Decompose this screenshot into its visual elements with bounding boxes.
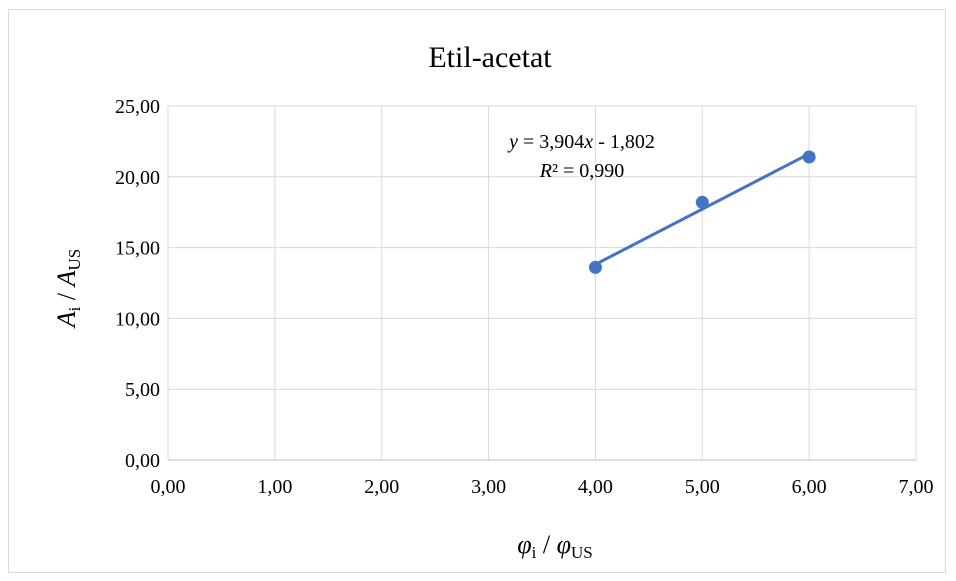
chart-title: Etil-acetat <box>428 41 552 74</box>
trendline <box>594 152 810 266</box>
x-label-main: φ <box>517 530 531 559</box>
x-label-sub2: US <box>571 543 593 562</box>
r2-var: R <box>539 160 552 182</box>
x-label-sep: / <box>536 530 556 559</box>
y-tick-labels: 0,00 5,00 10,00 15,00 20,00 25,00 <box>115 96 160 472</box>
x-tick-label: 2,00 <box>364 476 399 498</box>
x-tick-label: 1,00 <box>257 476 292 498</box>
y-tick-label: 15,00 <box>115 238 160 260</box>
eq-part1: = 3,904 <box>518 131 584 153</box>
x-tick-label: 6,00 <box>792 476 827 498</box>
y-tick-label: 25,00 <box>115 96 160 118</box>
x-label-sub: i <box>532 543 537 562</box>
eq-y-var: y <box>507 131 518 153</box>
data-point <box>588 260 602 274</box>
x-label-main2: φ <box>557 530 571 559</box>
trendline-group <box>594 152 810 266</box>
x-tick-label: 5,00 <box>685 476 720 498</box>
x-tick-label: 3,00 <box>471 476 506 498</box>
y-tick-label: 10,00 <box>115 308 160 330</box>
y-label-sub2: US <box>65 249 84 271</box>
y-tick-label: 0,00 <box>125 450 160 472</box>
x-tick-label: 4,00 <box>578 476 613 498</box>
data-points <box>588 150 816 274</box>
y-label-sep: / <box>52 286 81 306</box>
eq-x-var: x <box>583 131 593 153</box>
data-point <box>802 150 816 164</box>
y-label-main: A <box>52 311 81 329</box>
y-label-sub: i <box>65 306 84 311</box>
x-tick-labels: 0,00 1,00 2,00 3,00 4,00 5,00 6,00 7,00 <box>151 476 934 498</box>
grid-lines <box>167 105 917 461</box>
trendline-equation: y = 3,904x - 1,802 <box>507 131 655 153</box>
y-tick-label: 5,00 <box>125 379 160 401</box>
chart-frame <box>8 9 946 573</box>
x-tick-label: 0,00 <box>151 476 186 498</box>
eq-part2: - 1,802 <box>593 131 655 153</box>
y-axis-label: Ai / AUS <box>52 249 84 329</box>
x-tick-label: 7,00 <box>899 476 934 498</box>
data-point <box>695 195 709 209</box>
trendline-r2: R² = 0,990 <box>539 160 625 182</box>
x-axis-label: φi / φUS <box>517 530 592 562</box>
r2-value: ² = 0,990 <box>552 160 624 182</box>
y-tick-label: 20,00 <box>115 167 160 189</box>
y-label-main2: A <box>52 270 81 288</box>
